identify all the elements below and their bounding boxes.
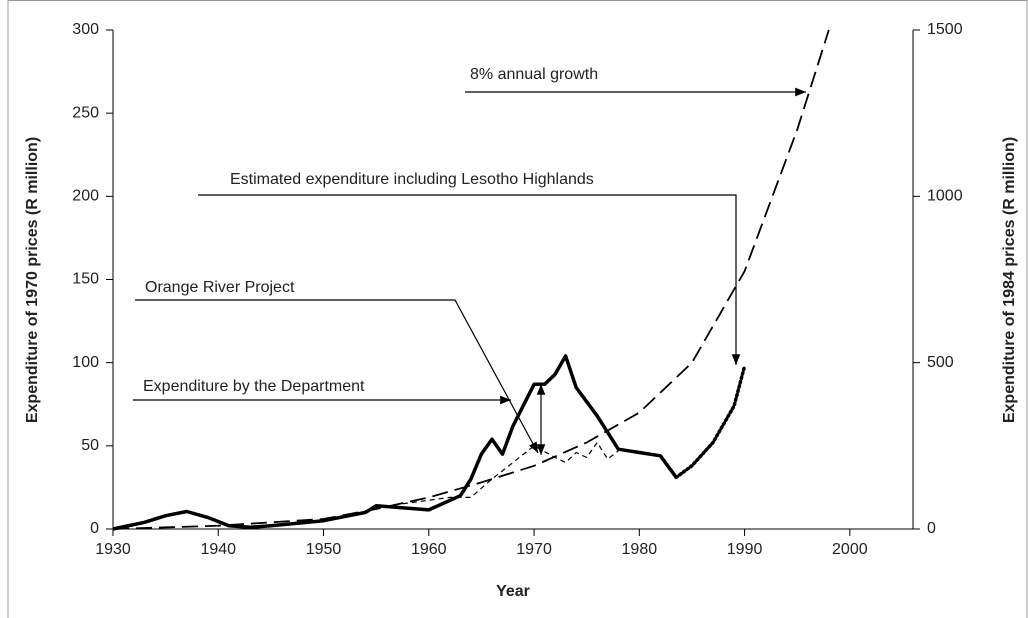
annotation: Orange River Project <box>145 279 295 296</box>
y-tick-label: 50 <box>81 437 99 454</box>
x-tick-label: 1970 <box>516 541 552 558</box>
y2-tick-label: 1000 <box>927 188 963 205</box>
series-line <box>376 441 619 508</box>
annotation-leaders <box>133 87 806 455</box>
x-tick-label: 1930 <box>95 541 131 558</box>
x-tick-label: 1990 <box>727 541 763 558</box>
y2-tick-label: 0 <box>927 520 936 537</box>
y-tick-label: 150 <box>72 271 99 288</box>
y-tick-label: 100 <box>72 354 99 371</box>
y2-tick-label: 500 <box>927 354 954 371</box>
x-tick-label: 2000 <box>832 541 868 558</box>
leader <box>135 299 539 454</box>
series-line <box>674 364 747 480</box>
annotation: Expenditure by the Department <box>143 378 365 395</box>
x-tick-label: 1950 <box>306 541 342 558</box>
y-tick-label: 300 <box>72 21 99 38</box>
y-tick-label: 250 <box>72 104 99 121</box>
y-axis-title: Expenditure of 1970 prices (R million) <box>24 137 41 423</box>
series-line <box>112 29 830 530</box>
x-axis-title: Year <box>496 583 530 600</box>
annotation: 8% annual growth <box>470 66 598 83</box>
y-tick-label: 200 <box>72 188 99 205</box>
frame <box>7 0 1028 618</box>
x-tick-label: 1960 <box>411 541 447 558</box>
x-tick-label: 1940 <box>200 541 236 558</box>
x-tick-label: 1980 <box>622 541 658 558</box>
y-tick-label: 0 <box>90 520 99 537</box>
y2-axis-title: Expenditure of 1984 prices (R million) <box>1001 137 1018 423</box>
y2-tick-label: 1500 <box>927 21 963 38</box>
leader <box>198 194 741 365</box>
annotation: Estimated expenditure including Lesotho … <box>230 171 594 188</box>
